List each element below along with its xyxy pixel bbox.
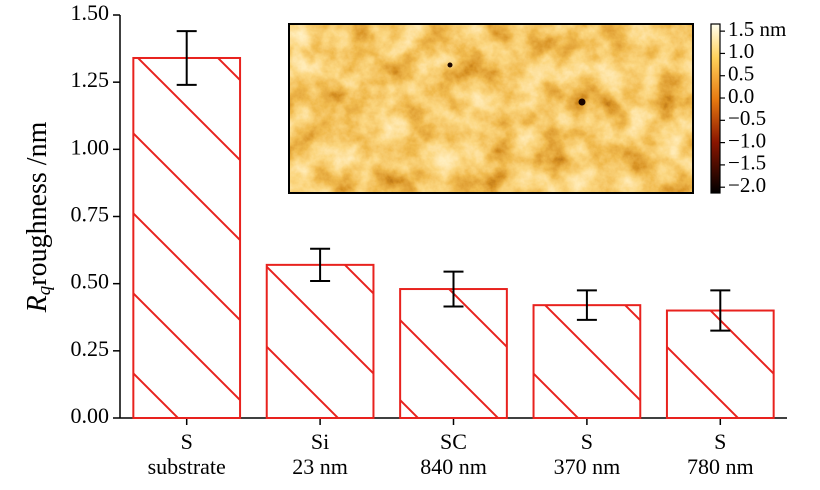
x-tick-label: Si <box>311 429 329 454</box>
colorbar-tick-label: −2.0 <box>728 173 766 197</box>
x-tick-label: 780 nm <box>687 454 754 479</box>
x-tick-label: S <box>714 429 726 454</box>
bar <box>400 289 507 418</box>
y-label-subscript: q <box>34 285 55 295</box>
bar <box>534 305 641 418</box>
y-label-symbol: R <box>22 295 53 313</box>
colorbar: 1.5 nm1.00.50.0−0.5−1.0−1.5−2.0 <box>711 17 786 197</box>
colorbar-tick-label: 1.5 nm <box>728 17 786 41</box>
y-tick-label: 1.00 <box>71 134 110 159</box>
colorbar-tick-label: 1.0 <box>728 39 754 63</box>
x-tick-label: S <box>181 429 193 454</box>
y-tick-label: 0.00 <box>71 403 110 428</box>
colorbar-tick-label: −1.5 <box>728 151 766 175</box>
colorbar-tick-label: −0.5 <box>728 106 766 130</box>
x-tick-label: 840 nm <box>420 454 487 479</box>
colorbar-tick-label: 0.0 <box>728 84 754 108</box>
x-tick-label: SC <box>440 429 467 454</box>
x-tick-label: 23 nm <box>292 454 348 479</box>
colorbar-tick-label: −1.0 <box>728 128 766 152</box>
y-axis-label: Rqroughness /nm <box>22 121 55 313</box>
x-tick-label: 370 nm <box>554 454 621 479</box>
bar <box>267 265 374 418</box>
x-tick-label: S <box>581 429 593 454</box>
inset-defect <box>448 63 453 68</box>
chart: Rqroughness /nm 0.00 0.25 0.50 0.75 1.00 1.25… <box>0 0 820 490</box>
y-tick-label: 0.75 <box>71 202 110 227</box>
colorbar-tick-label: 0.5 <box>728 62 754 86</box>
x-tick-label: substrate <box>148 454 226 479</box>
y-tick-label: 1.25 <box>71 67 110 92</box>
y-tick-label: 0.25 <box>71 336 110 361</box>
y-tick-label: 0.50 <box>71 269 110 294</box>
y-tick-label: 1.50 <box>71 0 110 25</box>
inset-defect <box>579 99 586 106</box>
bar <box>133 58 240 418</box>
inset-image <box>289 24 693 193</box>
page: {"chart_data": { "type": "bar", "ylabel"… <box>0 0 820 490</box>
colorbar-gradient <box>711 24 720 193</box>
y-label-text: roughness /nm <box>22 121 53 285</box>
